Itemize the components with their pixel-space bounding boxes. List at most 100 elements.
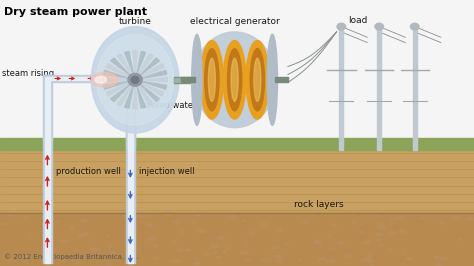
Ellipse shape <box>172 221 180 223</box>
Ellipse shape <box>283 243 288 245</box>
Ellipse shape <box>402 263 405 264</box>
Ellipse shape <box>319 259 324 260</box>
Ellipse shape <box>459 239 462 240</box>
Ellipse shape <box>241 219 246 221</box>
Bar <box>126 78 135 148</box>
Ellipse shape <box>123 215 126 217</box>
Ellipse shape <box>352 222 355 223</box>
Ellipse shape <box>64 240 69 242</box>
Ellipse shape <box>435 256 438 258</box>
Ellipse shape <box>251 232 255 233</box>
Ellipse shape <box>246 242 248 243</box>
Ellipse shape <box>267 34 278 125</box>
Ellipse shape <box>312 214 316 216</box>
Bar <box>339 27 343 150</box>
Ellipse shape <box>245 259 252 262</box>
Ellipse shape <box>222 251 227 253</box>
Ellipse shape <box>360 231 365 233</box>
Ellipse shape <box>201 40 223 119</box>
Ellipse shape <box>223 40 246 119</box>
Text: rock layers: rock layers <box>294 200 344 209</box>
Ellipse shape <box>390 218 393 219</box>
Polygon shape <box>125 86 133 108</box>
Ellipse shape <box>327 259 335 263</box>
Ellipse shape <box>170 261 173 262</box>
Ellipse shape <box>122 213 129 216</box>
Ellipse shape <box>195 263 200 264</box>
Ellipse shape <box>375 23 383 30</box>
Ellipse shape <box>72 259 74 260</box>
Polygon shape <box>111 84 130 102</box>
Ellipse shape <box>303 221 308 223</box>
Text: load: load <box>348 16 368 25</box>
Text: © 2012 Encyclopaedia Britannica, Inc.: © 2012 Encyclopaedia Britannica, Inc. <box>4 253 139 260</box>
Ellipse shape <box>44 227 46 228</box>
Ellipse shape <box>148 215 152 216</box>
Polygon shape <box>140 84 159 102</box>
Ellipse shape <box>95 77 107 83</box>
Ellipse shape <box>403 253 406 254</box>
Ellipse shape <box>90 248 97 251</box>
Ellipse shape <box>453 217 459 219</box>
Ellipse shape <box>91 27 179 133</box>
Bar <box>128 70 133 263</box>
Bar <box>47 77 111 80</box>
Polygon shape <box>138 85 153 106</box>
Ellipse shape <box>337 23 346 30</box>
Bar <box>0 213 474 266</box>
Text: cooled water: cooled water <box>142 101 197 110</box>
Bar <box>377 27 381 150</box>
Ellipse shape <box>191 222 194 223</box>
Ellipse shape <box>25 256 27 257</box>
Ellipse shape <box>152 245 158 247</box>
Polygon shape <box>141 83 164 96</box>
Ellipse shape <box>147 238 155 241</box>
Polygon shape <box>106 64 129 77</box>
Ellipse shape <box>216 256 222 259</box>
Ellipse shape <box>410 23 419 30</box>
Ellipse shape <box>97 35 173 125</box>
Ellipse shape <box>213 252 217 253</box>
Ellipse shape <box>155 258 158 259</box>
Ellipse shape <box>81 233 89 236</box>
Polygon shape <box>138 54 153 75</box>
Ellipse shape <box>366 255 372 257</box>
Ellipse shape <box>363 241 371 244</box>
Polygon shape <box>142 70 167 78</box>
Ellipse shape <box>205 49 219 111</box>
Ellipse shape <box>396 217 404 219</box>
Ellipse shape <box>191 34 202 125</box>
Polygon shape <box>111 58 130 76</box>
Ellipse shape <box>436 264 441 266</box>
Bar <box>128 78 133 148</box>
Ellipse shape <box>70 228 75 230</box>
Ellipse shape <box>338 241 342 243</box>
Ellipse shape <box>275 231 278 232</box>
Ellipse shape <box>261 223 267 226</box>
Ellipse shape <box>250 49 264 111</box>
Bar <box>0 138 474 150</box>
Ellipse shape <box>198 230 206 233</box>
Ellipse shape <box>107 236 109 237</box>
Ellipse shape <box>376 233 383 236</box>
Polygon shape <box>106 83 129 96</box>
Polygon shape <box>125 51 133 74</box>
Ellipse shape <box>193 32 276 128</box>
Ellipse shape <box>392 223 395 224</box>
Ellipse shape <box>43 217 48 219</box>
Ellipse shape <box>360 259 368 262</box>
Ellipse shape <box>209 58 215 101</box>
Ellipse shape <box>137 214 145 217</box>
Bar <box>274 77 288 82</box>
Ellipse shape <box>368 261 374 263</box>
Text: production well: production well <box>56 167 121 176</box>
Ellipse shape <box>186 249 191 251</box>
Ellipse shape <box>109 252 115 254</box>
Ellipse shape <box>378 227 384 229</box>
Ellipse shape <box>130 230 137 232</box>
Ellipse shape <box>371 264 374 265</box>
Bar <box>174 77 198 83</box>
Ellipse shape <box>173 260 181 262</box>
Ellipse shape <box>240 251 248 254</box>
Ellipse shape <box>174 240 177 242</box>
